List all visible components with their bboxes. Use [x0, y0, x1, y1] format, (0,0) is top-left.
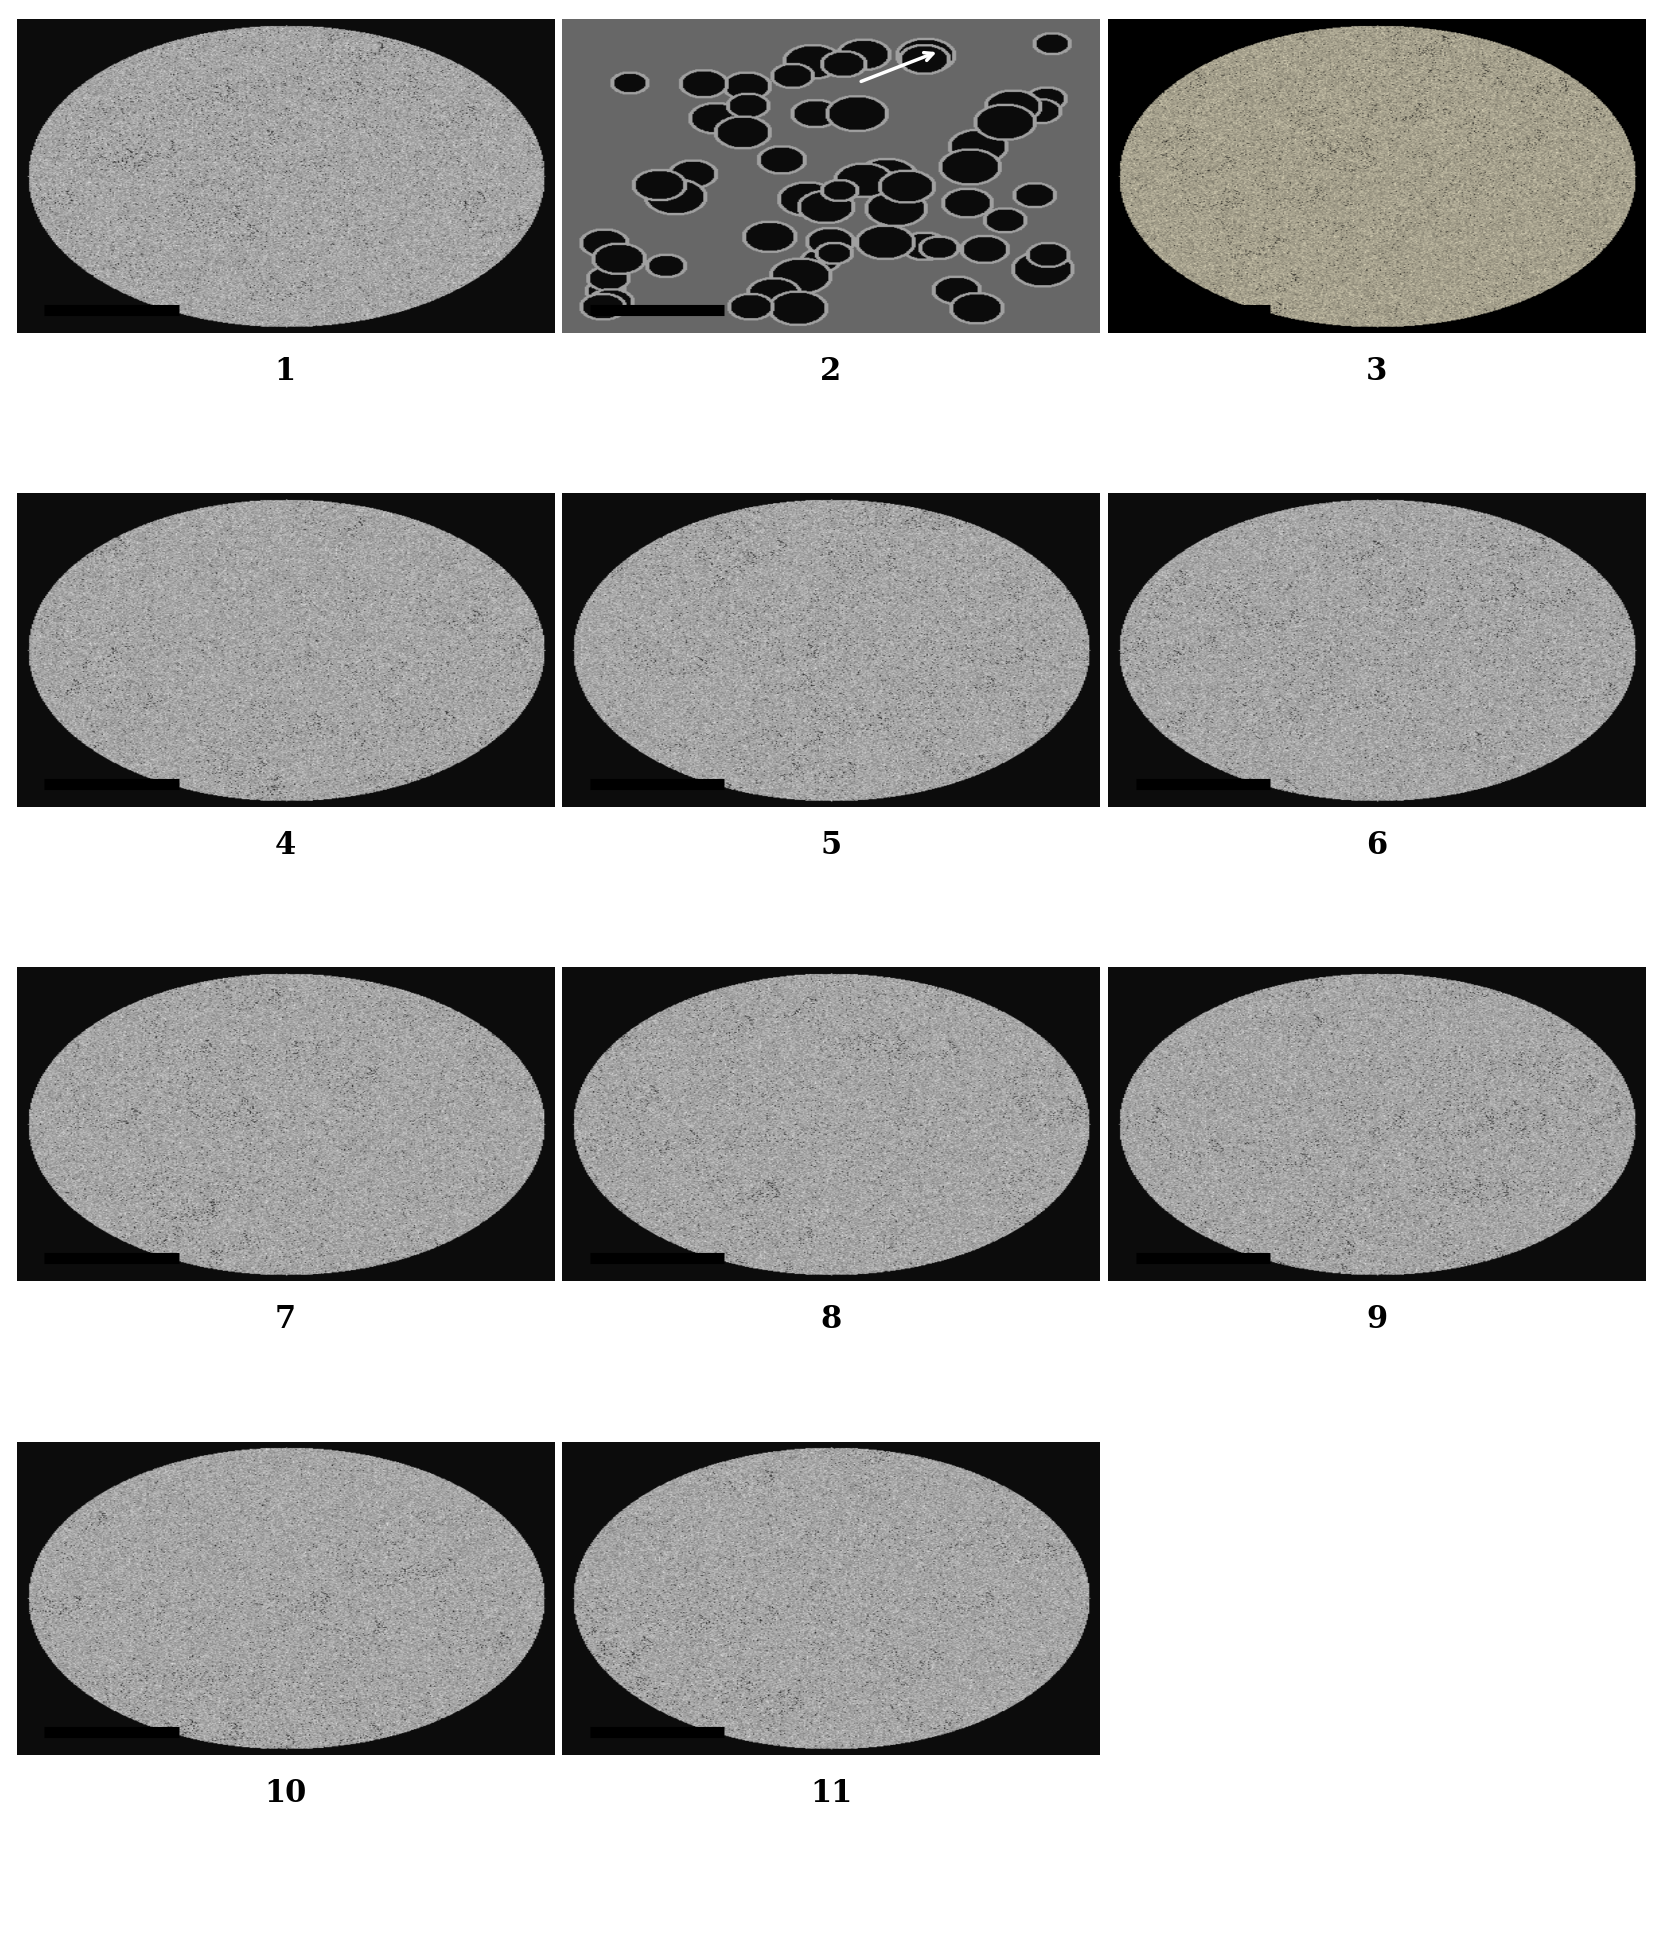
- Text: 3: 3: [1366, 356, 1388, 387]
- Text: 6: 6: [1366, 830, 1388, 861]
- Text: 2: 2: [821, 356, 841, 387]
- Text: 4: 4: [274, 830, 296, 861]
- Text: 10: 10: [264, 1778, 306, 1809]
- Text: 11: 11: [809, 1778, 853, 1809]
- Text: 5: 5: [821, 830, 841, 861]
- Text: 9: 9: [1366, 1304, 1388, 1335]
- Text: 7: 7: [274, 1304, 296, 1335]
- Text: 8: 8: [821, 1304, 841, 1335]
- Text: 1: 1: [274, 356, 296, 387]
